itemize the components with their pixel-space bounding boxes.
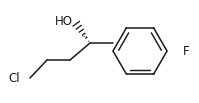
Text: F: F (183, 44, 190, 57)
Text: ···: ··· (81, 34, 88, 40)
Text: Cl: Cl (8, 72, 20, 85)
Text: HO: HO (55, 15, 73, 28)
